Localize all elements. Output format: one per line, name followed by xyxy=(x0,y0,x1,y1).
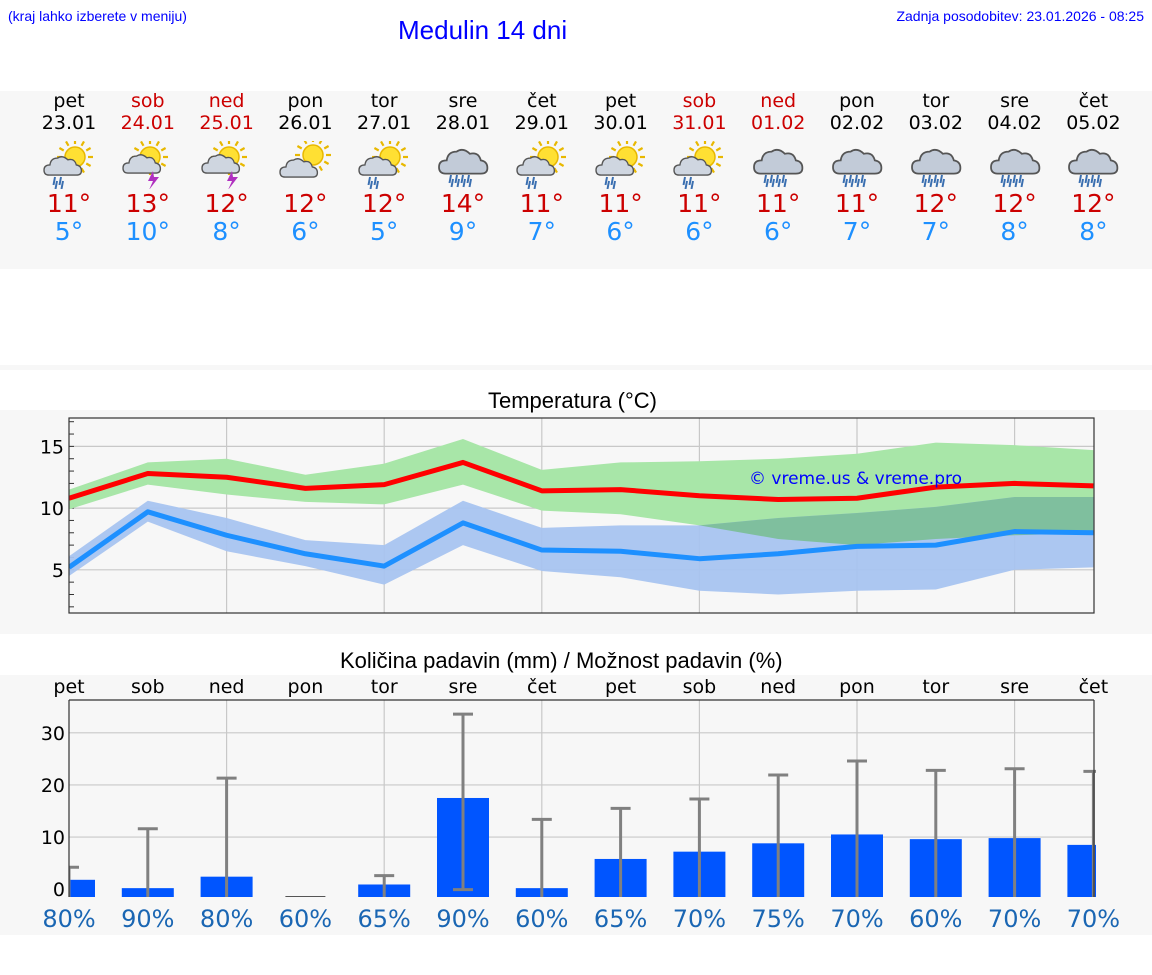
page-title: Medulin 14 dni xyxy=(398,15,568,45)
day-name: pet xyxy=(53,90,85,112)
partly-sunny-rain-icon xyxy=(345,141,424,189)
partly-sunny-thunderstorm-icon xyxy=(108,141,187,189)
min-temperature: 6° xyxy=(763,217,793,246)
forecast-day: čet 29.01 11° 7° xyxy=(502,91,581,246)
max-temperature: 11° xyxy=(756,189,801,218)
day-name: sre xyxy=(1000,90,1030,112)
rain-cloud-icon xyxy=(818,141,897,189)
day-name: sre xyxy=(448,90,478,112)
min-temperature: 8° xyxy=(1079,217,1108,246)
max-temperature: 13° xyxy=(125,189,170,218)
min-temperature: 7° xyxy=(527,217,556,246)
partly-sunny-thunderstorm-icon xyxy=(187,141,266,189)
forecast-day: sre 28.01 14° 9° xyxy=(424,91,503,246)
forecast-strip xyxy=(0,91,1152,269)
day-date: 28.01 xyxy=(435,112,491,134)
day-date: 30.01 xyxy=(593,112,648,134)
partly-cloudy-icon xyxy=(266,141,345,189)
max-temperature: 12° xyxy=(204,189,249,218)
min-temperature: 8° xyxy=(212,217,241,246)
day-date: 02.02 xyxy=(829,112,885,134)
forecast-day: čet 05.02 12° 8° xyxy=(1054,91,1133,246)
region-hint: (kraj lahko izberete v meniju) xyxy=(8,8,187,24)
forecast-day: pon 02.02 11° 7° xyxy=(818,91,897,246)
precipitation-panel xyxy=(0,675,1152,935)
precipitation-chart-title: Količina padavin (mm) / Možnost padavin … xyxy=(340,648,783,673)
min-temperature: 5° xyxy=(54,217,84,246)
forecast-day: sre 04.02 12° 8° xyxy=(975,91,1054,246)
max-temperature: 11° xyxy=(46,189,92,218)
rain-cloud-icon xyxy=(896,141,975,189)
partly-sunny-rain-icon xyxy=(502,141,581,189)
day-name: tor xyxy=(370,90,398,112)
forecast-day: pet 23.01 11° 5° xyxy=(30,91,109,246)
day-name: čet xyxy=(1078,90,1109,112)
day-date: 24.01 xyxy=(120,112,175,134)
last-updated: Zadnja posodobitev: 23.01.2026 - 08:25 xyxy=(896,8,1144,24)
temperature-panel xyxy=(0,410,1152,634)
max-temperature: 12° xyxy=(992,189,1037,218)
min-temperature: 7° xyxy=(921,217,950,246)
min-temperature: 7° xyxy=(842,217,872,246)
temperature-chart-title: Temperatura (°C) xyxy=(488,388,657,413)
day-date: 29.01 xyxy=(514,112,569,134)
rain-cloud-icon xyxy=(975,141,1054,189)
max-temperature: 11° xyxy=(834,189,880,218)
min-temperature: 5° xyxy=(369,217,399,246)
max-temperature: 11° xyxy=(598,189,643,218)
day-date: 03.02 xyxy=(908,112,963,134)
min-temperature: 10° xyxy=(125,217,170,246)
day-name: sob xyxy=(682,90,717,112)
max-temperature: 11° xyxy=(519,189,564,218)
day-date: 05.02 xyxy=(1066,112,1121,134)
separator xyxy=(0,365,1152,370)
max-temperature: 12° xyxy=(913,189,958,218)
max-temperature: 14° xyxy=(440,189,486,218)
min-temperature: 6° xyxy=(685,217,714,246)
forecast-day: pon 26.01 12° 6° xyxy=(266,91,345,246)
min-temperature: 8° xyxy=(1000,217,1029,246)
day-date: 31.01 xyxy=(672,112,727,134)
forecast-day: ned 25.01 12° 8° xyxy=(187,91,266,246)
min-temperature: 6° xyxy=(606,217,635,246)
day-date: 23.01 xyxy=(41,112,97,134)
forecast-day: tor 03.02 12° 7° xyxy=(896,91,975,246)
max-temperature: 12° xyxy=(362,189,407,218)
min-temperature: 6° xyxy=(291,217,320,246)
day-name: ned xyxy=(760,90,797,112)
partly-sunny-rain-icon xyxy=(660,141,739,189)
day-name: ned xyxy=(208,90,245,112)
day-name: pon xyxy=(287,90,324,112)
day-name: sob xyxy=(131,90,165,112)
day-name: pet xyxy=(604,90,637,112)
max-temperature: 11° xyxy=(677,189,722,218)
day-date: 01.02 xyxy=(750,112,806,134)
day-date: 25.01 xyxy=(199,112,254,134)
rain-cloud-icon xyxy=(739,141,818,189)
day-date: 26.01 xyxy=(278,112,333,134)
day-name: čet xyxy=(527,90,557,112)
day-name: pon xyxy=(839,90,875,112)
max-temperature: 12° xyxy=(1071,189,1116,218)
partly-sunny-rain-icon xyxy=(30,141,109,189)
day-date: 04.02 xyxy=(987,112,1042,134)
day-date: 27.01 xyxy=(356,112,412,134)
forecast-day: sob 24.01 13° 10° xyxy=(108,91,187,246)
partly-sunny-rain-icon xyxy=(581,141,660,189)
max-temperature: 12° xyxy=(283,189,328,218)
forecast-day: pet 30.01 11° 6° xyxy=(581,91,660,246)
forecast-day: sob 31.01 11° 6° xyxy=(660,91,739,246)
rain-cloud-icon xyxy=(1054,141,1133,189)
rain-cloud-icon xyxy=(424,141,503,189)
day-name: tor xyxy=(922,90,950,112)
forecast-day: ned 01.02 11° 6° xyxy=(739,91,818,246)
forecast-day: tor 27.01 12° 5° xyxy=(345,91,424,246)
min-temperature: 9° xyxy=(448,217,478,246)
